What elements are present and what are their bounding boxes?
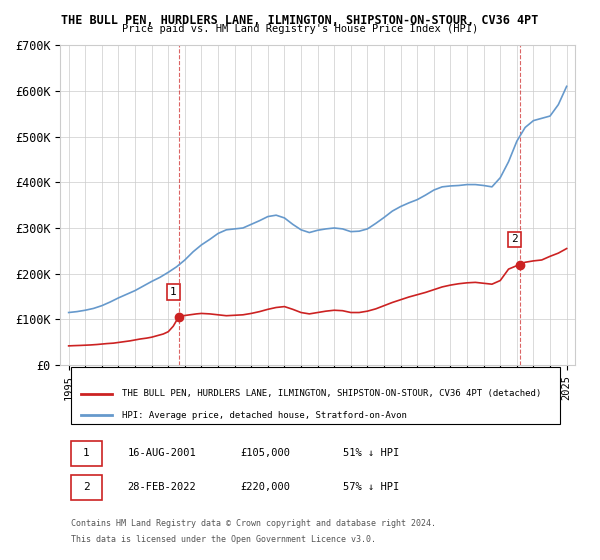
Text: 1: 1: [170, 287, 177, 297]
Text: £220,000: £220,000: [241, 482, 290, 492]
FancyBboxPatch shape: [71, 367, 560, 424]
Text: £105,000: £105,000: [241, 448, 290, 458]
Text: THE BULL PEN, HURDLERS LANE, ILMINGTON, SHIPSTON-ON-STOUR, CV36 4PT (detached): THE BULL PEN, HURDLERS LANE, ILMINGTON, …: [122, 389, 541, 398]
FancyBboxPatch shape: [71, 475, 101, 500]
Text: HPI: Average price, detached house, Stratford-on-Avon: HPI: Average price, detached house, Stra…: [122, 411, 407, 420]
Text: Contains HM Land Registry data © Crown copyright and database right 2024.: Contains HM Land Registry data © Crown c…: [71, 519, 436, 528]
Text: THE BULL PEN, HURDLERS LANE, ILMINGTON, SHIPSTON-ON-STOUR, CV36 4PT: THE BULL PEN, HURDLERS LANE, ILMINGTON, …: [61, 14, 539, 27]
Text: 2: 2: [511, 235, 518, 244]
Text: This data is licensed under the Open Government Licence v3.0.: This data is licensed under the Open Gov…: [71, 535, 376, 544]
Text: 1: 1: [83, 448, 89, 458]
FancyBboxPatch shape: [71, 441, 101, 466]
Text: 2: 2: [83, 482, 89, 492]
Text: 28-FEB-2022: 28-FEB-2022: [127, 482, 196, 492]
Text: Price paid vs. HM Land Registry's House Price Index (HPI): Price paid vs. HM Land Registry's House …: [122, 24, 478, 34]
Text: 51% ↓ HPI: 51% ↓ HPI: [343, 448, 400, 458]
Text: 16-AUG-2001: 16-AUG-2001: [127, 448, 196, 458]
Text: 57% ↓ HPI: 57% ↓ HPI: [343, 482, 400, 492]
